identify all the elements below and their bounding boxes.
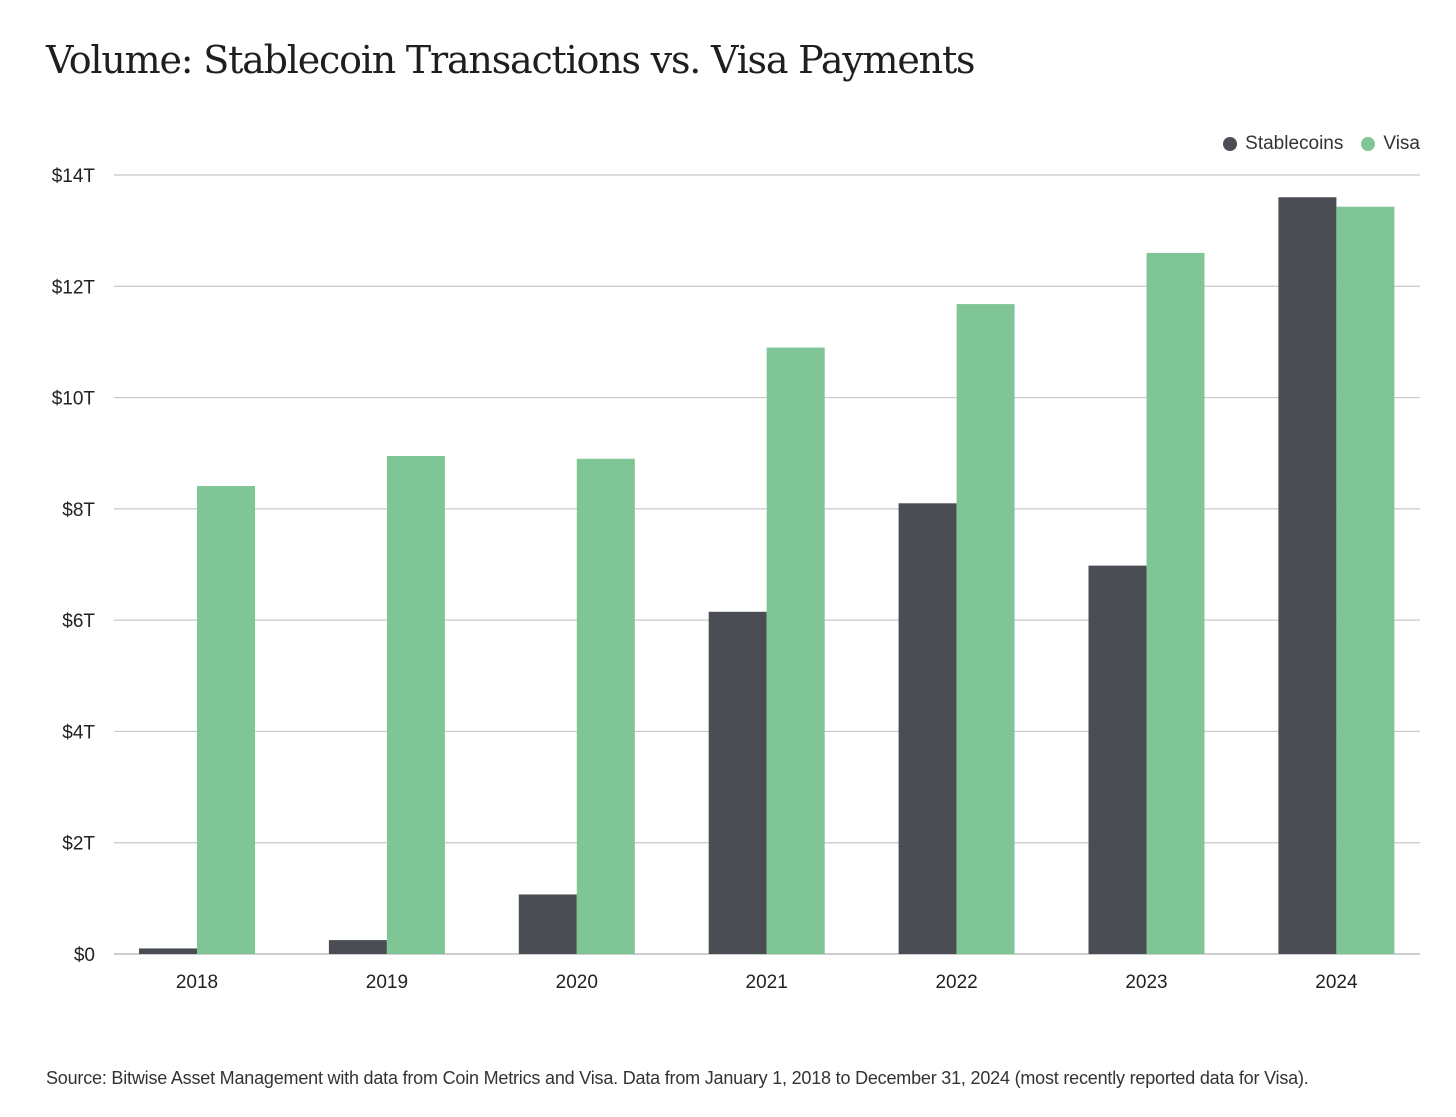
y-tick-label: $0	[74, 945, 95, 966]
bar-stablecoins	[328, 940, 387, 954]
bar-visa	[1336, 206, 1395, 954]
y-tick-label: $4T	[62, 722, 95, 743]
bar-visa	[1146, 252, 1205, 954]
bar-stablecoins	[708, 611, 767, 954]
bar-visa	[197, 486, 255, 954]
bar-stablecoins	[898, 503, 957, 954]
x-tick-label: 2024	[1315, 972, 1358, 993]
bar-visa	[766, 347, 825, 954]
bar-stablecoins	[1278, 197, 1337, 954]
bar-visa	[956, 304, 1015, 954]
bar-chart: $0 $2T $4T $6T $8T $10T $12T $14T 2018 2019 2020 20…	[52, 166, 1420, 993]
x-tick-label: 2021	[746, 972, 788, 993]
x-tick-label: 2019	[366, 972, 408, 993]
y-tick-label: $10T	[52, 389, 96, 410]
legend-swatch-visa	[1361, 137, 1376, 151]
bar-stablecoins	[518, 894, 577, 954]
chart-title: Volume: Stablecoin Transactions vs. Visa…	[46, 38, 976, 82]
legend-swatch-stablecoins	[1223, 137, 1238, 151]
bar-stablecoins	[1088, 565, 1147, 954]
y-tick-label: $12T	[52, 277, 96, 298]
x-tick-label: 2023	[1125, 972, 1167, 993]
legend-label-visa: Visa	[1383, 133, 1420, 154]
chart-legend: Stablecoins Visa	[1205, 133, 1420, 155]
bar-visa	[576, 458, 635, 954]
y-tick-label: $2T	[62, 834, 95, 855]
bar-visa	[386, 455, 445, 954]
x-tick-label: 2018	[176, 972, 218, 993]
y-tick-label: $6T	[62, 611, 95, 632]
y-tick-label: $8T	[62, 500, 95, 521]
bar-stablecoins	[139, 948, 197, 954]
legend-label-stablecoins: Stablecoins	[1245, 133, 1344, 154]
legend-item-visa: Visa	[1361, 133, 1420, 155]
source-note: Source: Bitwise Asset Management with da…	[46, 1068, 1309, 1088]
legend-item-stablecoins: Stablecoins	[1223, 133, 1343, 155]
y-tick-label: $14T	[52, 166, 96, 187]
x-tick-label: 2022	[935, 972, 977, 993]
x-tick-label: 2020	[556, 972, 598, 993]
